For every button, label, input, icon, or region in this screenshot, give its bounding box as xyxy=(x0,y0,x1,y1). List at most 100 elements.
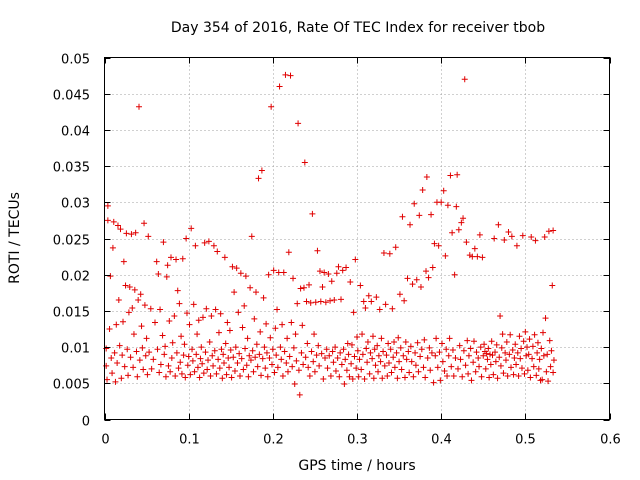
data-point xyxy=(536,356,543,363)
data-point xyxy=(166,318,173,325)
data-point xyxy=(366,370,373,377)
data-point xyxy=(215,329,222,336)
data-point xyxy=(538,345,545,352)
data-point xyxy=(469,253,476,260)
data-point xyxy=(322,299,329,306)
data-point xyxy=(526,336,533,343)
data-point xyxy=(147,305,154,312)
data-point xyxy=(369,355,376,362)
data-point xyxy=(295,367,302,374)
data-point xyxy=(485,345,492,352)
data-point xyxy=(143,335,150,342)
axis-ticks xyxy=(104,57,611,421)
data-point xyxy=(491,235,498,242)
data-point xyxy=(331,297,338,304)
data-point xyxy=(168,354,175,361)
data-point xyxy=(412,349,419,356)
data-point xyxy=(401,297,408,304)
data-point xyxy=(336,373,343,380)
data-point xyxy=(420,364,427,371)
data-point xyxy=(194,364,201,371)
data-point xyxy=(177,359,184,366)
data-point xyxy=(119,352,126,359)
data-point xyxy=(201,239,208,246)
data-point xyxy=(205,357,212,364)
data-point xyxy=(505,228,512,235)
data-point xyxy=(192,242,199,249)
data-point xyxy=(498,344,505,351)
data-point xyxy=(547,363,554,370)
data-point xyxy=(404,275,411,282)
y-tick-label: 0.03 xyxy=(61,197,90,212)
data-point xyxy=(231,289,238,296)
data-point xyxy=(300,361,307,368)
data-point xyxy=(239,324,246,331)
data-point xyxy=(225,354,232,361)
data-point xyxy=(521,370,528,377)
x-tick-label: 0.1 xyxy=(179,433,200,448)
data-point xyxy=(486,374,493,381)
data-point xyxy=(121,363,128,370)
data-point xyxy=(262,365,269,372)
data-point xyxy=(348,360,355,367)
data-point xyxy=(335,263,342,270)
data-point xyxy=(368,298,375,305)
data-point xyxy=(534,339,541,346)
data-point xyxy=(132,229,139,236)
data-point xyxy=(163,273,170,280)
data-point xyxy=(238,355,245,362)
data-point xyxy=(312,299,319,306)
data-point xyxy=(393,349,400,356)
data-point xyxy=(215,356,222,363)
data-point xyxy=(425,274,432,281)
data-point xyxy=(518,345,525,352)
data-point xyxy=(543,368,550,375)
data-point xyxy=(113,321,120,328)
data-point xyxy=(104,376,111,383)
data-point xyxy=(528,234,535,241)
data-point xyxy=(199,314,206,321)
data-point xyxy=(503,339,510,346)
data-point xyxy=(237,270,244,277)
data-point xyxy=(430,379,437,386)
data-point xyxy=(510,371,517,378)
data-point xyxy=(142,352,149,359)
data-point xyxy=(439,340,446,347)
data-point xyxy=(450,373,457,380)
data-point xyxy=(357,282,364,289)
data-point xyxy=(257,328,264,335)
data-point xyxy=(405,348,412,355)
data-point xyxy=(296,391,303,398)
data-point xyxy=(539,376,546,383)
data-point xyxy=(274,364,281,371)
data-point xyxy=(289,363,296,370)
data-point xyxy=(253,341,260,348)
data-point xyxy=(432,352,439,359)
data-point xyxy=(178,333,185,340)
data-point xyxy=(529,355,536,362)
data-point xyxy=(284,368,291,375)
data-point xyxy=(428,349,435,356)
data-point xyxy=(156,369,163,376)
data-point xyxy=(544,351,551,358)
x-tick-label: 0.3 xyxy=(347,433,368,448)
data-point xyxy=(243,362,250,369)
data-point xyxy=(104,217,111,224)
data-point xyxy=(109,244,116,251)
data-point xyxy=(449,229,456,236)
data-point xyxy=(125,309,132,316)
data-point xyxy=(266,354,273,361)
data-point xyxy=(477,344,484,351)
data-point xyxy=(204,366,211,373)
data-point xyxy=(380,348,387,355)
data-point xyxy=(275,269,282,276)
data-point xyxy=(210,362,217,369)
data-point xyxy=(114,360,121,367)
y-tick-label: 0.04 xyxy=(61,125,90,140)
data-point xyxy=(550,369,557,376)
data-point xyxy=(179,255,186,262)
data-point xyxy=(386,250,393,257)
data-point xyxy=(172,373,179,380)
data-point xyxy=(145,233,152,240)
data-point xyxy=(350,309,357,316)
